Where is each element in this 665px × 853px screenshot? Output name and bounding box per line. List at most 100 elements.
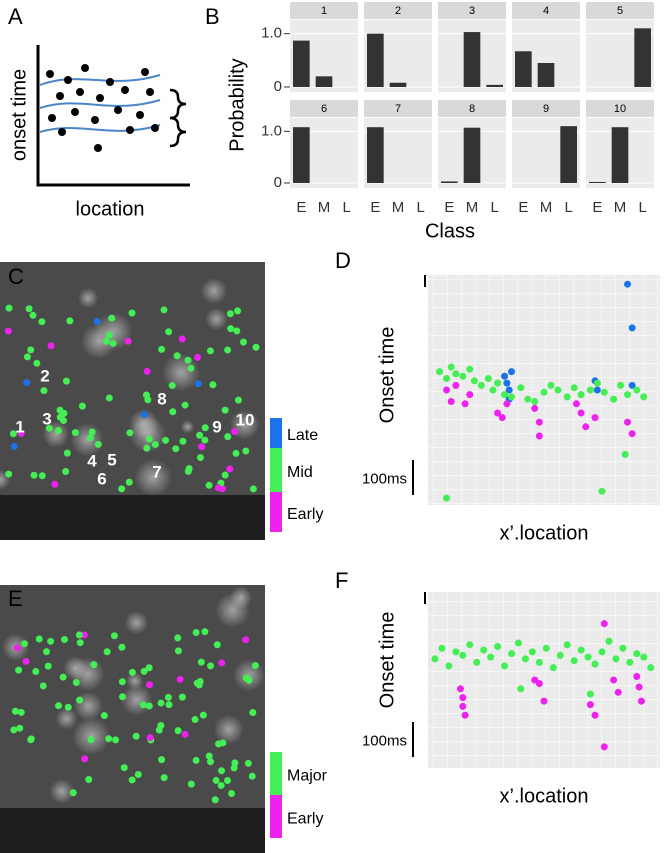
cell-dot — [242, 636, 250, 644]
facet-title: 6 — [321, 103, 327, 115]
cell-dot — [174, 727, 182, 735]
point — [447, 363, 455, 371]
point — [494, 409, 502, 417]
cell-dot — [239, 338, 247, 346]
facet-title: 4 — [543, 5, 549, 17]
cell-dot — [169, 408, 177, 416]
bar — [611, 127, 629, 183]
bar — [293, 127, 310, 183]
panel-label: A — [8, 4, 23, 29]
point — [577, 391, 585, 399]
bar — [634, 28, 651, 87]
cell-dot — [218, 659, 226, 667]
cell-number: 4 — [87, 451, 97, 470]
cell-dot — [252, 343, 260, 351]
point — [621, 450, 629, 458]
cell-dot — [60, 409, 68, 417]
point — [501, 372, 509, 380]
cell-dot — [155, 726, 163, 734]
texture — [205, 307, 228, 331]
x-tick-label: E — [592, 199, 602, 216]
point — [614, 688, 622, 696]
cell-dot — [234, 307, 242, 315]
cell-dot — [62, 377, 70, 385]
cell-dot — [151, 440, 159, 448]
facet-title: 2 — [395, 5, 401, 17]
cell-dot — [228, 790, 236, 798]
texture — [162, 353, 201, 392]
texture — [180, 420, 195, 434]
facet-strip — [586, 100, 654, 117]
cell-dot — [233, 327, 241, 335]
facet-strip — [586, 2, 654, 19]
point — [517, 685, 525, 693]
point — [617, 381, 625, 389]
cell-dot — [15, 666, 23, 674]
cell-dot — [244, 759, 252, 767]
cell-number: 7 — [152, 462, 161, 481]
bar — [463, 32, 481, 87]
cell-dot — [221, 471, 229, 479]
cell-dot — [94, 440, 102, 448]
facet-title: 8 — [469, 103, 475, 115]
legend-swatch — [270, 752, 282, 795]
cell-dot — [13, 644, 21, 652]
point — [531, 404, 539, 412]
point — [547, 381, 555, 389]
cell-dot — [178, 693, 186, 701]
cell-dot — [249, 708, 257, 716]
x-tick-label: M — [392, 199, 405, 216]
point — [624, 418, 632, 426]
point — [637, 697, 645, 705]
y-tick-label: 1.0 — [261, 25, 282, 42]
cell-dot — [30, 471, 38, 479]
point — [456, 685, 464, 693]
point — [647, 664, 655, 672]
point — [624, 391, 632, 399]
point — [540, 697, 548, 705]
cell-dot — [78, 402, 86, 410]
cell-dot — [224, 433, 232, 441]
cell-dot — [75, 631, 83, 639]
cell-dot — [90, 661, 98, 669]
legend-swatch — [270, 795, 282, 838]
cell-dot — [81, 755, 89, 763]
cell-dot — [126, 429, 134, 437]
legend-label: Early — [287, 506, 323, 523]
cell-dot — [219, 739, 227, 747]
cell-dot — [64, 703, 72, 711]
x-axis-label: Class — [425, 220, 475, 242]
cell-dot — [45, 424, 53, 432]
point — [452, 381, 460, 389]
bar — [537, 63, 555, 87]
y-tick-label: 0 — [274, 78, 282, 95]
point — [591, 660, 599, 668]
cell-dot — [187, 780, 195, 788]
cell-dot — [217, 781, 225, 789]
point — [508, 368, 516, 376]
point — [577, 646, 585, 654]
point — [524, 395, 532, 403]
point — [586, 690, 594, 698]
cell-dot — [143, 367, 151, 375]
cell-dot — [245, 676, 253, 684]
x-tick-label: L — [638, 199, 646, 216]
cell-dot — [108, 314, 116, 322]
point — [521, 655, 529, 663]
x-axis-label: location — [76, 198, 145, 220]
cell-dot — [196, 431, 204, 439]
cell-dot — [88, 428, 96, 436]
cell-dot — [35, 635, 43, 643]
cell-dot — [27, 346, 35, 354]
point — [540, 388, 548, 396]
x-tick-label: L — [490, 199, 498, 216]
facet-strip — [512, 2, 580, 19]
cell-dot — [134, 771, 142, 779]
cell-dot — [105, 735, 113, 743]
cell-dot — [63, 449, 71, 457]
point — [640, 393, 648, 401]
point — [570, 384, 578, 392]
cell-dot — [38, 318, 46, 326]
point — [514, 639, 522, 647]
panel-label: C — [8, 264, 24, 289]
